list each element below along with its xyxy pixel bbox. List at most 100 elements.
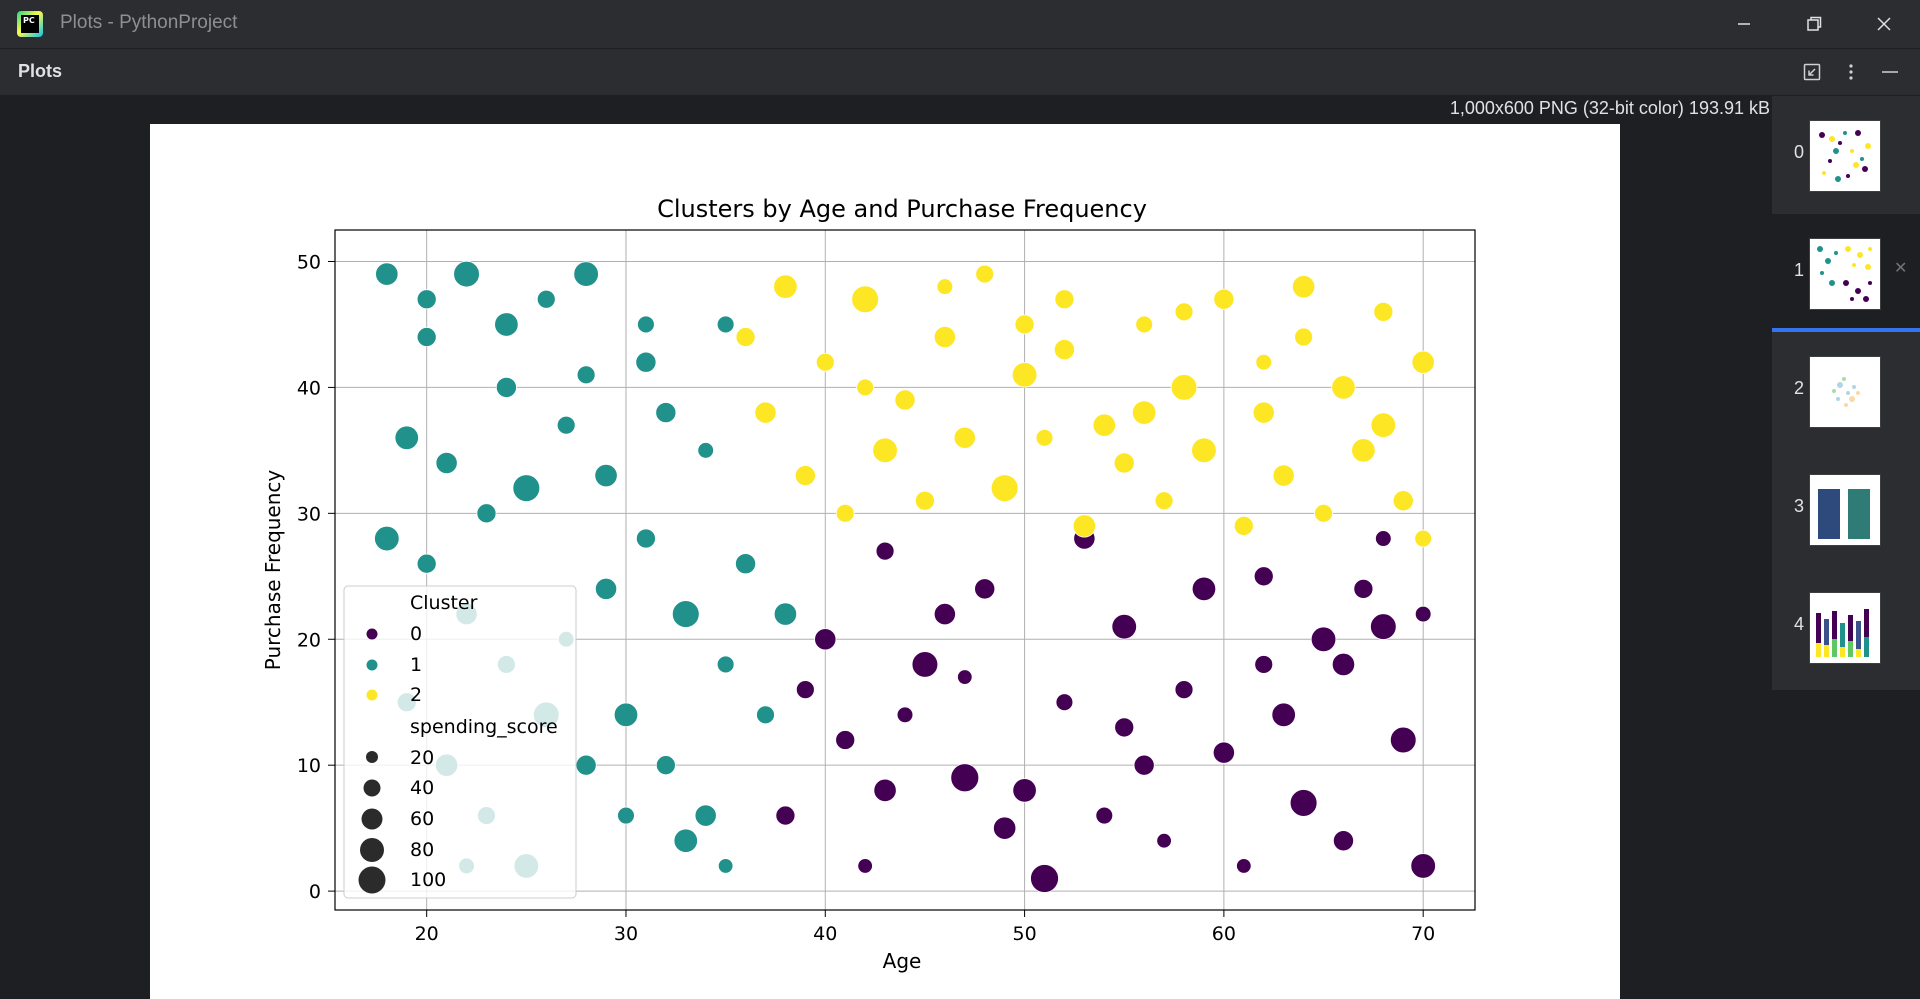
title-bar: PC Plots - PythonProject <box>0 0 1920 49</box>
cluster-2-point <box>914 490 935 511</box>
plot-thumbnail-3[interactable]: 3 <box>1772 450 1920 568</box>
app-icon-text: PC <box>21 15 39 33</box>
close-thumbnail-icon[interactable]: ✕ <box>1894 258 1908 277</box>
thumbnail-image <box>1809 120 1881 192</box>
x-tick-label: 60 <box>1212 923 1236 945</box>
hide-panel-button[interactable] <box>1877 59 1903 85</box>
cluster-1-point <box>453 260 480 288</box>
thumbnail-index: 0 <box>1794 142 1805 162</box>
plot-thumbnail-0[interactable]: 0 <box>1772 96 1920 214</box>
cluster-0-point <box>1156 833 1172 849</box>
cluster-1-point <box>556 415 576 435</box>
cluster-0-point <box>1030 864 1059 893</box>
cluster-0-point <box>835 730 856 750</box>
thumbnail-stacked-bars <box>1816 609 1869 657</box>
cluster-1-point <box>637 315 655 334</box>
legend-size-marker-100 <box>358 866 386 894</box>
cluster-2-point <box>953 426 976 449</box>
y-tick-label: 0 <box>309 881 321 903</box>
legend-size-marker-40 <box>363 779 381 797</box>
restore-panel-button[interactable] <box>1799 59 1825 85</box>
close-window-button[interactable] <box>1852 0 1916 48</box>
cluster-0-point <box>1271 702 1296 727</box>
x-tick-label: 20 <box>415 923 439 945</box>
cluster-0-point <box>911 651 939 678</box>
thumbnail-image <box>1809 592 1881 664</box>
cluster-2-point <box>1054 289 1075 310</box>
cluster-1-point <box>573 261 599 287</box>
minimize-panel-icon <box>1882 71 1898 73</box>
cluster-2-point <box>936 278 954 295</box>
cluster-1-point <box>594 577 618 600</box>
cluster-2-point <box>1252 401 1275 424</box>
cluster-0-point <box>974 578 996 600</box>
cluster-1-point <box>716 655 735 674</box>
thumbnail-scatter-clusters <box>1817 246 1872 302</box>
cluster-0-point <box>1236 858 1252 874</box>
cluster-2-point <box>1113 452 1135 474</box>
y-tick-label: 30 <box>297 503 321 525</box>
minimize-window-button[interactable] <box>1712 0 1776 48</box>
cluster-2-point <box>1255 353 1273 371</box>
cluster-1-point <box>773 602 798 626</box>
cluster-1-point <box>476 503 497 524</box>
legend-size-marker-60 <box>361 808 383 830</box>
more-vertical-icon <box>1849 64 1853 80</box>
cluster-2-point <box>872 437 898 464</box>
legend-size-label-100: 100 <box>410 869 446 891</box>
x-tick-label: 30 <box>614 923 638 945</box>
restore-window-button[interactable] <box>1782 0 1846 48</box>
y-tick-label: 10 <box>297 755 321 777</box>
cluster-2-point <box>835 503 855 523</box>
cluster-2-point <box>1011 362 1038 388</box>
cluster-0-point <box>775 805 796 826</box>
legend-marker-cluster-1 <box>366 659 378 671</box>
cluster-2-point <box>1314 503 1333 523</box>
thumbnail-bar-chart <box>1818 489 1870 539</box>
y-axis-label: Purchase Frequency <box>261 470 285 671</box>
cluster-2-point <box>1370 412 1397 438</box>
cluster-2-point <box>1135 315 1154 334</box>
cluster-1-point <box>671 600 700 628</box>
cluster-2-point <box>1092 413 1116 437</box>
cluster-0-point <box>957 669 973 685</box>
plot-figure: Clusters by Age and Purchase Frequency 2… <box>150 124 1620 999</box>
cluster-0-point <box>1389 726 1417 754</box>
cluster-0-point <box>1212 741 1235 764</box>
cluster-0-point <box>857 858 873 874</box>
cluster-0-point <box>1254 655 1274 674</box>
thumbnail-index: 3 <box>1794 496 1805 516</box>
cluster-2-point <box>1191 437 1217 464</box>
plot-thumbnail-1[interactable]: 1 ✕ <box>1772 214 1920 332</box>
cluster-1-point <box>655 755 676 776</box>
plot-thumbnail-4[interactable]: 4 <box>1772 568 1920 686</box>
cluster-1-point <box>717 858 734 874</box>
cluster-2-point <box>1072 514 1096 538</box>
x-axis-label: Age <box>883 949 922 973</box>
x-tick-label: 50 <box>1012 923 1036 945</box>
restore-icon <box>1807 16 1822 31</box>
cluster-1-point <box>512 474 541 502</box>
cluster-1-point <box>613 702 639 727</box>
more-options-button[interactable] <box>1838 59 1864 85</box>
axes-frame <box>334 229 1476 911</box>
legend-size-label-20: 20 <box>410 747 434 769</box>
cluster-1-point <box>697 442 714 459</box>
plot-thumbnail-2[interactable]: 2 <box>1772 332 1920 450</box>
cluster-1-point <box>635 528 656 549</box>
cluster-0-point <box>1111 613 1137 640</box>
x-tick-label: 70 <box>1411 923 1435 945</box>
cluster-1-point <box>617 806 635 825</box>
cluster-2-point <box>1174 302 1194 322</box>
plots-panel-title: Plots <box>18 61 63 81</box>
chart-title: Clusters by Age and Purchase Frequency <box>657 195 1147 223</box>
cluster-0-point <box>1055 693 1074 712</box>
cluster-0-point <box>993 816 1017 840</box>
cluster-2-point <box>894 389 916 411</box>
y-tick-label: 20 <box>297 629 321 651</box>
plot-thumbnails-sidebar: 0 1 ✕ 2 3 <box>1772 96 1920 690</box>
cluster-0-point <box>1253 566 1274 587</box>
cluster-2-point <box>990 474 1019 502</box>
cluster-0-point <box>933 603 956 626</box>
cluster-2-point <box>1272 464 1295 487</box>
